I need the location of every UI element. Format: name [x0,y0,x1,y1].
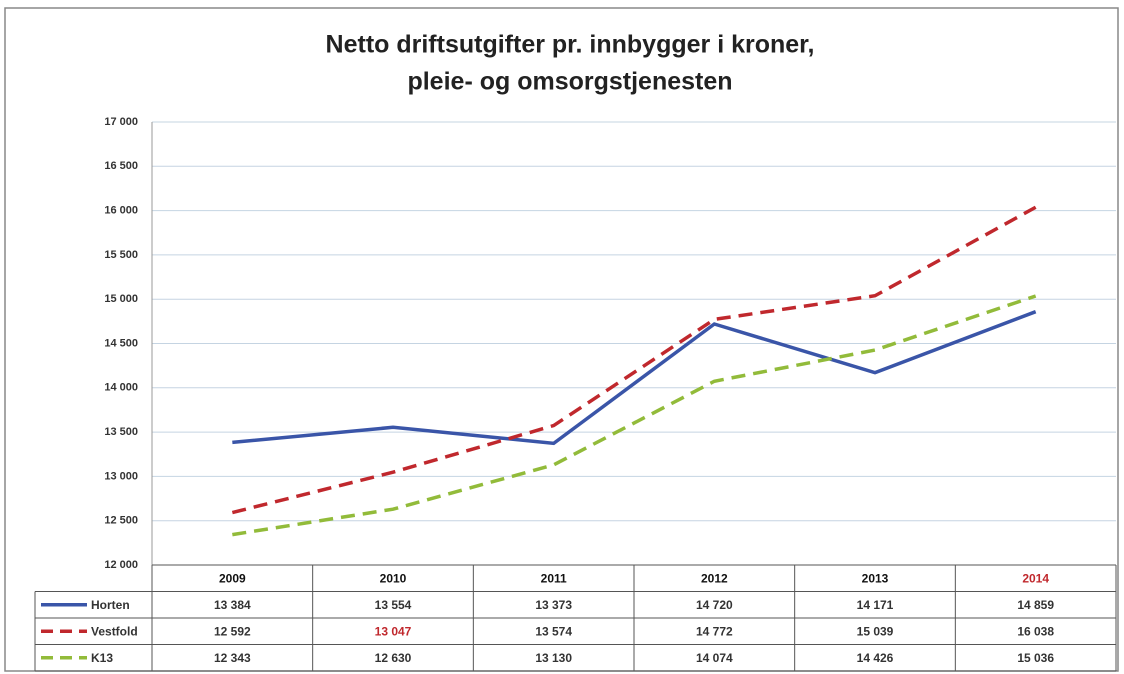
data-label: 13 554 [375,598,412,612]
data-label: 13 373 [535,598,572,612]
data-label: 13 384 [214,598,251,612]
data-label: 13 574 [535,624,572,638]
x-tick-label: 2009 [219,571,246,585]
data-label: 15 039 [857,624,894,638]
data-label: 12 592 [214,624,251,638]
y-tick-label: 17 000 [104,116,138,128]
y-tick-label: 15 000 [104,293,138,305]
data-label: 14 720 [696,598,733,612]
y-tick-label: 14 000 [104,382,138,394]
x-tick-label: 2012 [701,571,728,585]
chart-title: Netto driftsutgifter pr. innbygger i kro… [326,31,815,59]
legend-label: Horten [91,598,130,612]
series-line [232,294,1037,537]
x-tick-label: 2010 [380,571,407,585]
x-tick-label: 2011 [541,571,567,585]
data-label: 14 772 [696,624,733,638]
y-tick-label: 16 000 [104,205,138,217]
legend-label: K13 [91,651,113,665]
data-label: 12 630 [375,651,412,665]
y-tick-label: 13 000 [104,470,138,482]
data-label: 14 171 [857,598,894,612]
chart-subtitle: pleie- og omsorgstjenesten [407,68,732,96]
y-tick-label: 12 500 [104,515,138,527]
y-tick-label: 13 500 [104,426,138,438]
data-label: 14 859 [1017,598,1054,612]
data-label: 15 036 [1017,651,1054,665]
y-tick-label: 16 500 [104,160,138,172]
series-line [231,205,1037,515]
data-label: 14 074 [696,651,733,665]
data-label: 12 343 [214,651,251,665]
chart-frame [4,7,1119,672]
legend-label: Vestfold [91,624,138,638]
x-tick-label: 2013 [862,571,889,585]
x-tick-label: 2014 [1022,571,1049,585]
data-label: 14 426 [857,651,894,665]
y-tick-label: 15 500 [104,249,138,261]
series-line [232,310,1037,446]
y-tick-label: 14 500 [104,337,138,349]
data-label: 13 130 [535,651,572,665]
y-tick-label: 12 000 [104,559,138,571]
data-label: 13 047 [375,624,412,638]
data-label: 16 038 [1017,624,1054,638]
